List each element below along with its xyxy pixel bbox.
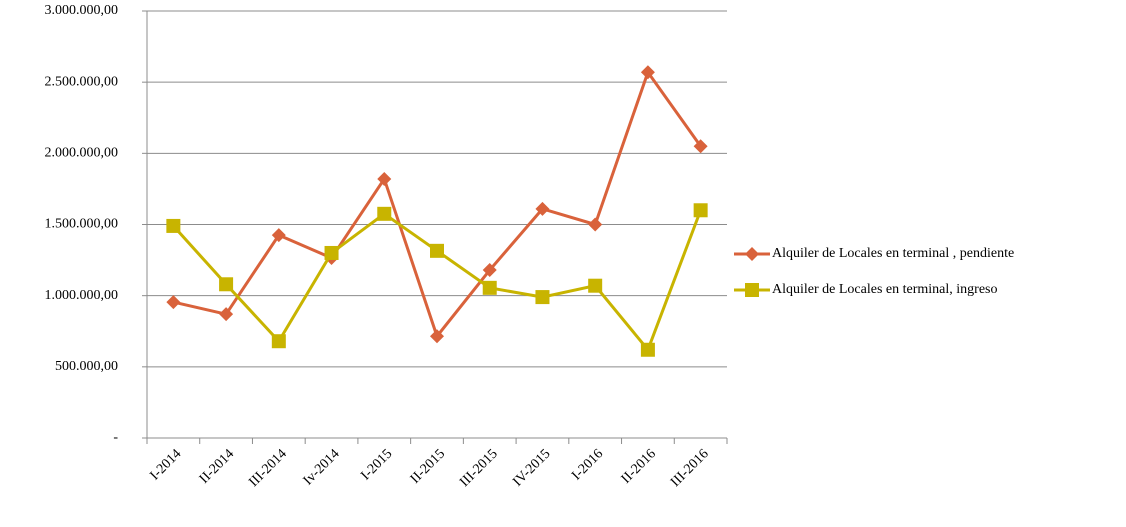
- y-tick-label: 2.500.000,00: [45, 74, 119, 89]
- data-point: [166, 295, 181, 310]
- y-tick-label: 1.500.000,00: [45, 217, 119, 232]
- data-point: [482, 263, 497, 278]
- legend-marker: [745, 247, 759, 261]
- legend-marker: [745, 283, 759, 297]
- series-line: [172, 209, 703, 353]
- x-tick-label: I-2014: [147, 446, 184, 483]
- data-point: [430, 243, 444, 258]
- data-point: [693, 139, 708, 154]
- data-point: [535, 290, 550, 305]
- data-point: [219, 277, 234, 292]
- y-tick-label: 2.000.000,00: [45, 146, 119, 161]
- data-point: [430, 329, 444, 344]
- legend-label: Alquiler de Locales en terminal , pendie…: [772, 246, 1014, 261]
- data-point: [271, 228, 286, 243]
- x-tick-label: III-2016: [668, 446, 712, 490]
- y-tick-label: 3.000.000,00: [45, 3, 119, 18]
- x-tick-label: III-2014: [246, 446, 290, 490]
- y-tick-label: 500.000,00: [55, 359, 118, 374]
- data-point: [640, 342, 655, 357]
- data-point: [588, 217, 603, 232]
- data-point: [219, 307, 234, 322]
- legend-label: Alquiler de Locales en terminal, ingreso: [772, 282, 997, 297]
- x-tick-label: III-2015: [457, 446, 501, 490]
- x-tick-label: II-2015: [408, 446, 448, 486]
- y-tick-label: 1.000.000,00: [45, 288, 119, 303]
- data-point: [324, 245, 339, 260]
- data-point: [482, 280, 497, 295]
- data-point: [377, 171, 392, 186]
- x-tick-label: IV-2015: [510, 446, 553, 489]
- data-point: [640, 65, 655, 80]
- x-tick-label: I-2016: [569, 446, 606, 483]
- y-tick-label: -: [113, 430, 118, 445]
- data-point: [588, 278, 603, 293]
- data-point: [535, 201, 550, 216]
- x-tick-label: II-2016: [619, 446, 659, 486]
- x-tick-label: I-2015: [358, 446, 395, 483]
- data-point: [377, 206, 392, 221]
- x-tick-label: Iv-2014: [301, 446, 343, 488]
- data-point: [271, 334, 286, 349]
- series-line: [173, 68, 702, 340]
- data-point: [693, 203, 708, 218]
- data-point: [166, 218, 181, 233]
- x-tick-label: II-2014: [197, 446, 237, 486]
